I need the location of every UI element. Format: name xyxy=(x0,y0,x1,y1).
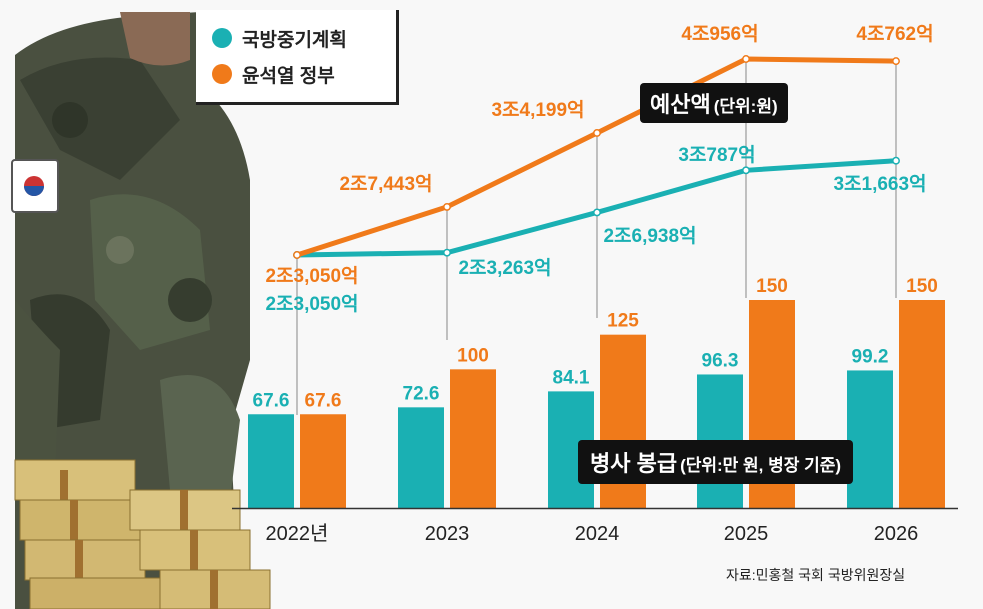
line-value-label: 2조3,263억 xyxy=(458,257,551,279)
bar-value-label: 100 xyxy=(457,345,489,366)
category-label: 2026 xyxy=(874,523,919,545)
line-value-label: 4조762억 xyxy=(856,23,933,45)
bar-value-label: 99.2 xyxy=(852,346,889,367)
line-point xyxy=(742,55,750,63)
category-label: 2024 xyxy=(575,523,620,545)
bar xyxy=(450,369,496,508)
bar-value-label: 72.6 xyxy=(403,383,440,404)
line-point xyxy=(593,208,601,217)
legend-label: 국방중기계획 xyxy=(242,29,347,51)
line-point xyxy=(443,202,451,211)
bar-value-label: 67.6 xyxy=(253,390,290,411)
salary-title-tag: 병사 봉급 (단위:만 원, 병장 기준) xyxy=(578,440,854,484)
money-stack-icon xyxy=(14,459,271,609)
bar-value-label: 150 xyxy=(756,276,788,297)
category-label: 2022년 xyxy=(266,522,329,545)
line-point xyxy=(293,251,301,259)
line-value-label: 3조787억 xyxy=(678,144,755,166)
line-point xyxy=(892,156,900,165)
legend: 국방중기계획 윤석열 정부 xyxy=(196,10,399,105)
legend-label: 윤석열 정부 xyxy=(242,65,335,87)
bar xyxy=(248,414,294,508)
line-value-label: 2조6,938억 xyxy=(603,225,696,247)
line-point xyxy=(593,129,601,137)
legend-item: 국방중기계획 xyxy=(212,24,347,52)
bar-value-label: 96.3 xyxy=(702,350,739,371)
salary-title: 병사 봉급 xyxy=(590,451,678,476)
budget-title: 예산액 xyxy=(650,92,711,117)
line-point xyxy=(443,248,451,257)
line-value-label: 4조956억 xyxy=(681,23,758,45)
bar xyxy=(847,370,893,508)
category-label: 2025 xyxy=(724,523,769,545)
bar-value-label: 125 xyxy=(607,311,639,332)
bar-value-label: 67.6 xyxy=(305,390,342,411)
legend-item: 윤석열 정부 xyxy=(212,60,335,88)
bar-value-label: 84.1 xyxy=(553,367,590,388)
budget-unit: (단위:원) xyxy=(713,97,778,116)
line-value-label: 3조4,199억 xyxy=(491,99,584,121)
line-value-label: 2조7,443억 xyxy=(339,173,432,195)
line-value-label: 2조3,050억 xyxy=(265,293,358,315)
salary-unit: (단위:만 원, 병장 기준) xyxy=(680,456,842,475)
legend-dot-icon xyxy=(212,28,232,48)
line-point xyxy=(742,166,750,175)
line-value-label: 2조3,050억 xyxy=(265,265,358,287)
line-point xyxy=(892,57,900,66)
bar xyxy=(300,414,346,508)
bar-value-label: 150 xyxy=(906,276,938,297)
line-value-label: 3조1,663억 xyxy=(833,173,926,195)
bar xyxy=(899,300,945,508)
budget-title-tag: 예산액 (단위:원) xyxy=(640,83,788,123)
category-label: 2023 xyxy=(425,523,470,545)
bar xyxy=(398,407,444,508)
source-note: 자료:민홍철 국회 국방위원장실 xyxy=(726,567,906,583)
legend-dot-icon xyxy=(212,64,232,84)
